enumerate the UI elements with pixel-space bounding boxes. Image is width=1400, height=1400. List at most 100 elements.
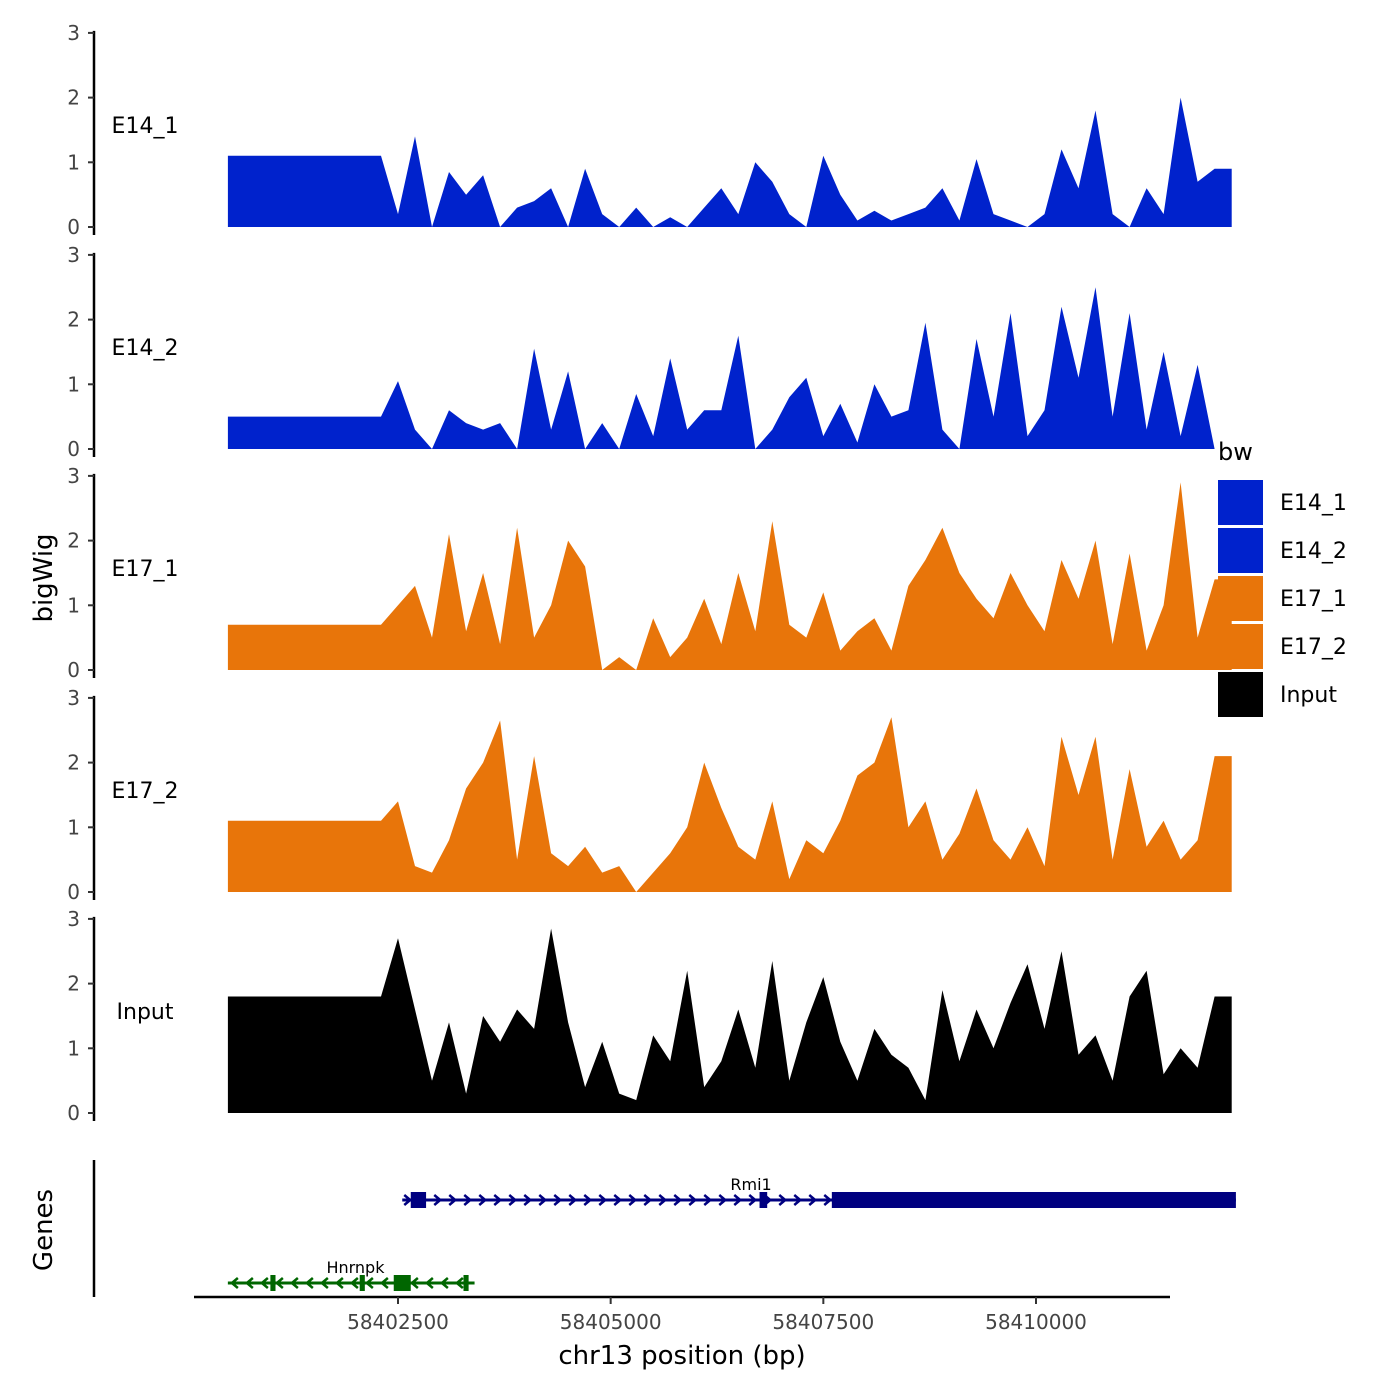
track-label-E17_1: E17_1 <box>112 557 179 582</box>
area-E14_1 <box>227 97 1232 227</box>
gene-track: Hnrnpk Rmi1 <box>92 1160 1236 1297</box>
legend-label-E14_1: E14_1 <box>1280 491 1347 516</box>
x-tick-label-58410000: 58410000 <box>985 1310 1087 1334</box>
gene-Rmi1: Rmi1 <box>402 1175 1236 1208</box>
exon-Hnrnpk-2 <box>359 1275 365 1291</box>
track-E14_2: 0 1 2 3 E14_2 <box>67 243 1232 461</box>
strand-arrow-Hnrnpk <box>274 1277 284 1289</box>
area-E17_1 <box>227 482 1232 670</box>
legend-title: bw <box>1218 438 1253 466</box>
y-tick-label-E14_1-0: 0 <box>67 215 80 239</box>
strand-arrow-Rmi1 <box>568 1194 578 1206</box>
strand-arrow-Rmi1 <box>463 1194 473 1206</box>
strand-arrow-Rmi1 <box>628 1194 638 1206</box>
signal-tracks: 0 1 2 3 E14_1 0 1 2 3 E14_2 0 1 2 3 E17_1 0 1 2 3 E17_2 0 1 2 3… <box>67 21 1232 1125</box>
strand-arrow-Rmi1 <box>538 1194 548 1206</box>
strand-arrow-Rmi1 <box>703 1194 713 1206</box>
y-tick-label-E14_2-0: 0 <box>67 437 80 461</box>
y-tick-label-Input-2: 2 <box>67 972 80 996</box>
y-tick-label-E17_1-2: 2 <box>67 529 80 553</box>
gene-Hnrnpk: Hnrnpk <box>227 1258 475 1291</box>
strand-arrow-Rmi1 <box>583 1194 593 1206</box>
track-E17_1: 0 1 2 3 E17_1 <box>67 464 1232 682</box>
legend-swatch-Input <box>1218 672 1263 717</box>
strand-arrow-Rmi1 <box>493 1194 503 1206</box>
area-E17_2 <box>227 717 1232 892</box>
y-tick-label-E14_2-2: 2 <box>67 308 80 332</box>
strand-arrow-Rmi1 <box>778 1194 788 1206</box>
strand-arrow-Rmi1 <box>523 1194 533 1206</box>
area-Input <box>227 928 1232 1113</box>
y-tick-label-E14_1-3: 3 <box>67 21 80 45</box>
legend-swatch-E17_1 <box>1218 576 1263 621</box>
legend-swatch-E14_2 <box>1218 528 1263 573</box>
strand-arrow-Hnrnpk <box>439 1277 449 1289</box>
x-axis-title: chr13 position (bp) <box>558 1341 805 1371</box>
exon-Rmi1-2 <box>759 1192 768 1208</box>
gene-label-Hnrnpk: Hnrnpk <box>326 1258 385 1277</box>
strand-arrow-Hnrnpk <box>229 1277 239 1289</box>
y-tick-label-Input-1: 1 <box>67 1036 80 1060</box>
strand-arrow-Hnrnpk <box>379 1277 389 1289</box>
track-E17_2: 0 1 2 3 E17_2 <box>67 686 1232 904</box>
y-tick-label-E17_1-1: 1 <box>67 593 80 617</box>
strand-arrow-Rmi1 <box>808 1194 818 1206</box>
strand-arrow-Rmi1 <box>478 1194 488 1206</box>
strand-arrow-Rmi1 <box>598 1194 608 1206</box>
strand-arrow-Hnrnpk <box>454 1277 464 1289</box>
strand-arrow-Hnrnpk <box>349 1277 359 1289</box>
x-axis: 58402500 58405000 58407500 58410000 <box>194 1295 1170 1334</box>
legend-swatch-E14_1 <box>1218 480 1263 525</box>
x-tick-label-58402500: 58402500 <box>347 1310 449 1334</box>
y-tick-label-E17_2-2: 2 <box>67 751 80 775</box>
y-tick-label-Input-3: 3 <box>67 907 80 931</box>
strand-arrow-Rmi1 <box>448 1194 458 1206</box>
strand-arrow-Rmi1 <box>688 1194 698 1206</box>
strand-arrow-Hnrnpk <box>259 1277 269 1289</box>
strand-arrow-Hnrnpk <box>364 1277 374 1289</box>
exon-Hnrnpk-3 <box>393 1275 411 1291</box>
strand-arrow-Rmi1 <box>733 1194 743 1206</box>
y-tick-label-E14_2-1: 1 <box>67 372 80 396</box>
y-tick-label-E17_2-1: 1 <box>67 815 80 839</box>
strand-arrow-Hnrnpk <box>304 1277 314 1289</box>
y-tick-label-Input-0: 0 <box>67 1101 80 1125</box>
track-label-Input: Input <box>117 1000 174 1025</box>
strand-arrow-Hnrnpk <box>409 1277 419 1289</box>
track-Input: 0 1 2 3 Input <box>67 907 1232 1125</box>
y-tick-label-E17_2-3: 3 <box>67 686 80 710</box>
legend-label-E17_1: E17_1 <box>1280 587 1347 612</box>
x-tick-label-58405000: 58405000 <box>560 1310 662 1334</box>
legend-label-E14_2: E14_2 <box>1280 539 1347 564</box>
strand-arrow-Rmi1 <box>508 1194 518 1206</box>
y-tick-label-E17_2-0: 0 <box>67 880 80 904</box>
track-E14_1: 0 1 2 3 E14_1 <box>67 21 1232 239</box>
strand-arrow-Rmi1 <box>748 1194 758 1206</box>
strand-arrow-Rmi1 <box>553 1194 563 1206</box>
strand-arrow-Hnrnpk <box>244 1277 254 1289</box>
strand-arrow-Rmi1 <box>673 1194 683 1206</box>
strand-arrow-Rmi1 <box>433 1194 443 1206</box>
legend-label-E17_2: E17_2 <box>1280 635 1347 660</box>
exon-Hnrnpk-4 <box>463 1275 469 1291</box>
y-tick-label-E17_1-3: 3 <box>67 464 80 488</box>
exon-Rmi1-3 <box>831 1192 1236 1208</box>
exon-Hnrnpk-1 <box>270 1275 276 1291</box>
strand-arrow-Hnrnpk <box>289 1277 299 1289</box>
track-label-E14_2: E14_2 <box>112 336 179 361</box>
genes-axis-title: Genes <box>29 1189 59 1271</box>
area-E14_2 <box>227 287 1232 449</box>
strand-arrow-Hnrnpk <box>319 1277 329 1289</box>
legend-swatch-E17_2 <box>1218 624 1263 669</box>
y-axis-title: bigWig <box>29 533 59 622</box>
legend-label-Input: Input <box>1280 683 1337 708</box>
x-tick-label-58407500: 58407500 <box>772 1310 874 1334</box>
strand-arrow-Rmi1 <box>823 1194 833 1206</box>
track-label-E14_1: E14_1 <box>112 114 179 139</box>
y-tick-label-E14_1-2: 2 <box>67 86 80 110</box>
gene-label-Rmi1: Rmi1 <box>730 1175 771 1194</box>
strand-arrow-Rmi1 <box>718 1194 728 1206</box>
strand-arrow-Hnrnpk <box>424 1277 434 1289</box>
track-label-E17_2: E17_2 <box>112 779 179 804</box>
